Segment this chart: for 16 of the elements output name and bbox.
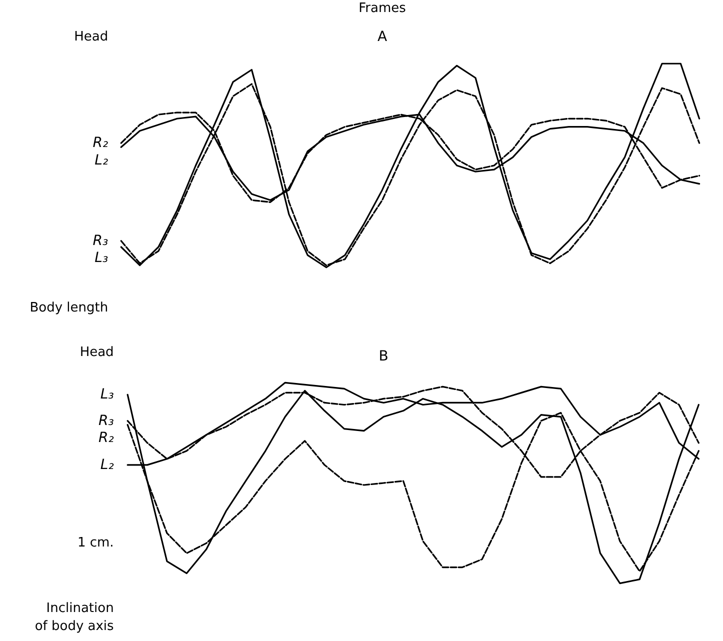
text: Head bbox=[74, 30, 108, 45]
series-label: L₂ bbox=[100, 456, 114, 473]
chart-title: B bbox=[378, 348, 388, 365]
text: Inclination of body axis bbox=[34, 600, 114, 634]
text: Frames bbox=[358, 1, 406, 16]
text: 1 cm. bbox=[77, 536, 114, 551]
series-label: R₂ bbox=[98, 430, 114, 446]
series-label: L₃ bbox=[94, 250, 108, 266]
chart-title: A bbox=[377, 29, 388, 46]
series-label: L₂ bbox=[94, 152, 108, 168]
series-label: L₃ bbox=[100, 386, 114, 403]
series-label: R₂ bbox=[92, 135, 108, 152]
text: Head bbox=[80, 345, 114, 360]
series-label: R₃ bbox=[92, 232, 108, 249]
series-label: R₃ bbox=[98, 412, 114, 429]
text: Body length bbox=[30, 300, 108, 316]
